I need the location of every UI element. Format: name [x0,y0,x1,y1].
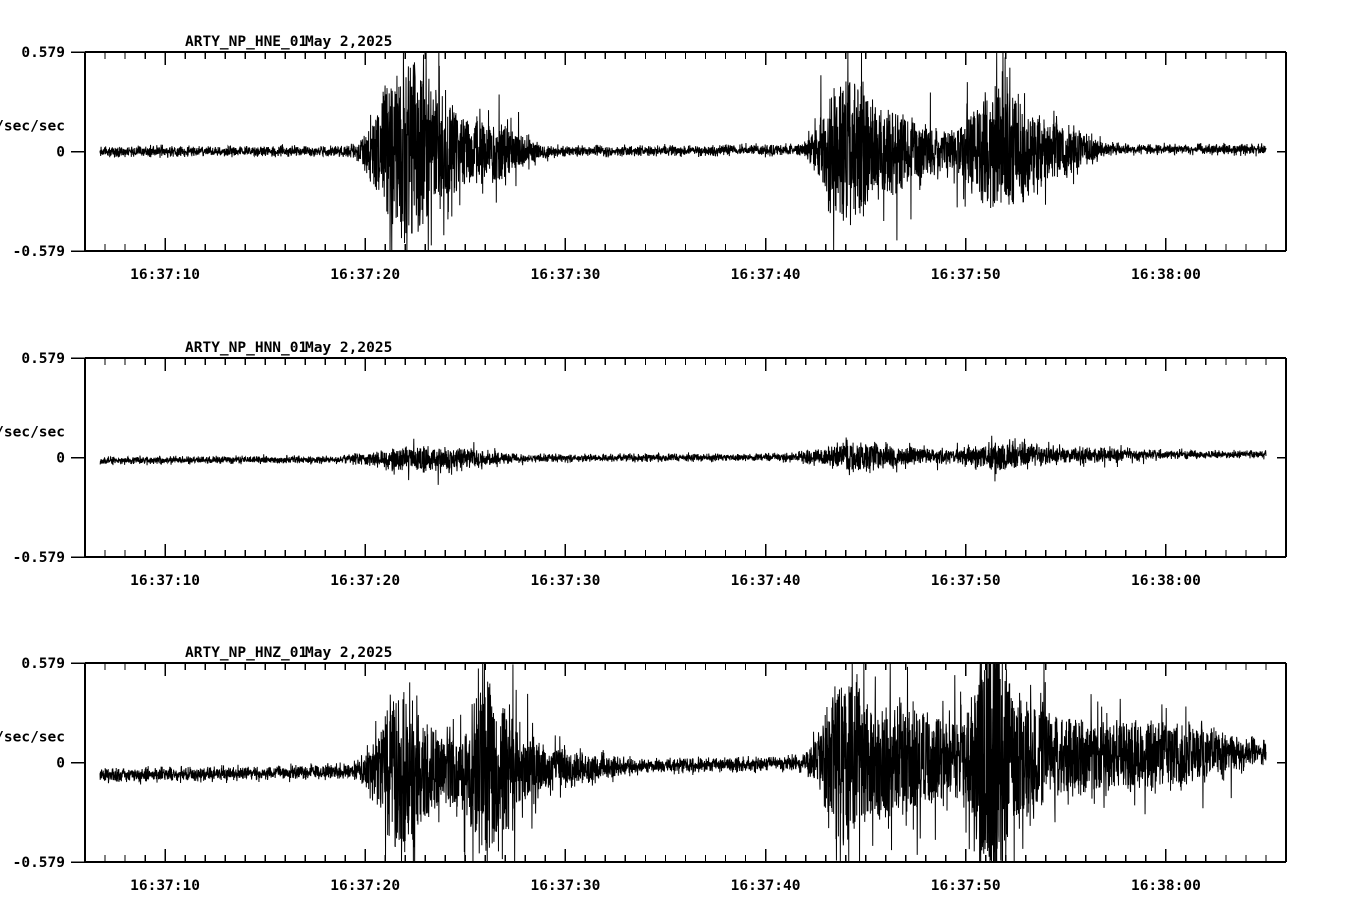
x-tick-label: 16:37:40 [731,573,801,589]
x-tick-label: 16:37:40 [731,878,801,894]
x-tick-label: 16:37:30 [530,267,600,283]
x-axis-ticks [84,663,1287,862]
seismogram-panel-hnz: 0.579 0 -0.579 cm/sec/sec 16:37:10 16:37:20 16… [0,641,1358,900]
x-tick-label: 16:37:30 [530,878,600,894]
waveform-trace [99,663,1267,862]
x-tick-label: 16:37:20 [330,878,400,894]
date-label: May 2,2025 [305,645,392,661]
y-tick-label: -0.579 [13,244,65,260]
waveform-trace [99,435,1267,485]
station-channel-label: ARTY_NP_HNN_01 [185,340,307,356]
date-label: May 2,2025 [305,340,392,356]
x-tick-label: 16:37:50 [931,573,1001,589]
y-axis-ticks [71,51,1286,252]
x-tick-label: 16:37:30 [530,573,600,589]
y-tick-label: 0 [56,145,65,161]
seismogram-panel-hnn: 0.579 0 -0.579 cm/sec/sec 16:37:10 16:37:20 16… [0,336,1358,595]
y-tick-label: 0.579 [21,351,65,367]
seismogram-panel-hne: 0.579 0 -0.579 cm/sec/sec 16:37:10 16:37:20 16… [0,30,1358,289]
x-axis-ticks [84,358,1287,557]
y-tick-label: 0.579 [21,45,65,61]
x-tick-label: 16:37:50 [931,878,1001,894]
y-tick-label: -0.579 [13,550,65,566]
x-tick-label: 16:37:20 [330,573,400,589]
y-tick-label: 0 [56,756,65,772]
y-tick-label: 0 [56,451,65,467]
x-tick-label: 16:38:00 [1131,267,1201,283]
y-axis-unit-label: cm/sec/sec [0,425,65,441]
y-tick-label: -0.579 [13,855,65,871]
station-channel-label: ARTY_NP_HNE_01 [185,34,307,50]
x-tick-label: 16:37:40 [731,267,801,283]
y-axis-ticks [71,357,1286,558]
y-tick-label: 0.579 [21,656,65,672]
y-axis-unit-label: cm/sec/sec [0,119,65,135]
x-tick-label: 16:38:00 [1131,573,1201,589]
x-tick-label: 16:37:50 [931,267,1001,283]
x-tick-label: 16:38:00 [1131,878,1201,894]
x-tick-label: 16:37:10 [130,878,200,894]
y-axis-ticks [71,662,1286,863]
y-axis-unit-label: cm/sec/sec [0,730,65,746]
x-tick-label: 16:37:10 [130,267,200,283]
station-channel-label: ARTY_NP_HNZ_01 [185,645,307,661]
date-label: May 2,2025 [305,34,392,50]
x-axis-ticks [84,52,1287,251]
x-tick-label: 16:37:10 [130,573,200,589]
x-tick-label: 16:37:20 [330,267,400,283]
waveform-trace [99,52,1267,251]
